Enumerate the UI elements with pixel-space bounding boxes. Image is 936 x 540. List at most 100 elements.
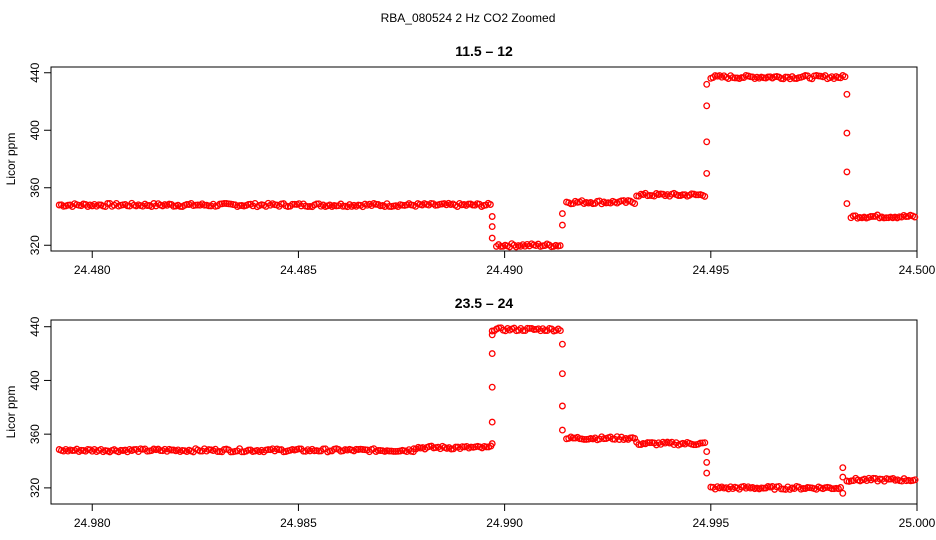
x-tick-label: 24.480 [74,263,111,277]
data-point [488,350,496,358]
data-point [526,324,534,332]
panel-1-plot-area [50,66,918,252]
panel-2-title: 23.5 – 24 [455,295,514,311]
data-point [646,439,654,447]
data-point [236,202,244,210]
y-tick-label: 360 [28,424,42,444]
panel-1: 11.5 – 12 Licor ppm 24.480 24.485 24.490 24… [4,43,936,277]
data-point [790,74,798,82]
data-point [143,202,151,209]
x-tick-label: 24.985 [280,516,317,530]
data-point [385,202,393,210]
y-tick-label: 320 [28,478,42,498]
y-tick-label: 320 [28,235,42,255]
data-point [488,418,496,426]
data-point [392,447,400,455]
data-point [238,448,246,456]
data-point [556,327,564,335]
data-point [703,469,711,477]
data-point [488,234,496,242]
data-point [68,447,76,454]
panel-2: 23.5 – 24 Licor ppm 24.980 24.985 24.990 24… [4,295,936,530]
data-point [488,383,496,391]
data-point [867,213,875,220]
data-point [497,242,505,250]
panel-2-series [55,324,919,497]
data-point [843,90,851,98]
x-tick-label: 24.495 [692,263,729,277]
x-tick-label: 24.485 [280,263,317,277]
data-point [692,191,700,199]
data-point [839,464,847,472]
panel-1-y-axis-label: Licor ppm [4,133,18,186]
data-point [869,212,877,220]
data-point [569,434,577,442]
y-tick-label: 440 [28,62,42,82]
data-point [227,448,235,456]
data-point [828,485,836,493]
x-tick-label: 24.980 [74,516,111,530]
data-point [644,439,652,447]
data-point [843,200,851,208]
x-tick-label: 24.990 [486,516,523,530]
data-point [488,213,496,220]
data-point [488,440,496,448]
data-point [799,485,807,492]
data-point [703,138,711,146]
x-tick-label: 24.490 [486,263,523,277]
data-point [385,447,393,455]
panel-2-y-axis-label: Licor ppm [4,386,18,439]
data-point [558,221,566,229]
figure-title: RBA_080524 2 Hz CO2 Zoomed [381,11,556,25]
panel-1-y-axis: 320 360 400 440 [28,62,51,255]
data-point [200,201,208,209]
data-point [703,458,711,466]
data-point [390,447,398,455]
y-tick-label: 400 [28,370,42,390]
data-point [843,129,851,137]
data-point [558,340,566,348]
y-tick-label: 400 [28,120,42,140]
data-point [558,370,566,378]
data-point [843,168,851,176]
data-point [911,213,919,221]
data-point [580,435,588,443]
y-tick-label: 360 [28,177,42,197]
data-point [156,447,164,455]
data-point [701,439,709,447]
data-point [839,489,847,497]
data-point [558,210,566,218]
data-point [291,200,299,208]
data-point [205,202,213,210]
data-point [882,214,890,222]
data-point [556,242,564,250]
data-point [635,441,643,449]
data-point [483,443,490,451]
data-point [679,191,687,199]
data-point [674,192,682,199]
data-point [167,446,175,454]
data-point [701,192,709,200]
y-tick-label: 440 [28,316,42,336]
data-point [631,200,639,208]
data-point [488,331,496,339]
data-point [374,446,382,454]
data-point [220,199,228,207]
data-point [885,475,893,483]
data-point [264,446,272,454]
data-point [214,448,222,456]
data-point [464,200,472,208]
panel-1-title: 11.5 – 12 [455,43,513,59]
data-point [558,402,566,410]
data-point [488,223,496,231]
data-point [839,473,847,481]
data-point [486,201,494,208]
data-point [837,484,845,491]
data-point [911,476,919,484]
panel-1-series [55,71,919,251]
data-point [631,434,639,442]
data-point [452,443,460,451]
data-point [703,169,711,177]
panel-1-x-axis: 24.480 24.485 24.490 24.495 24.500 [74,251,936,277]
